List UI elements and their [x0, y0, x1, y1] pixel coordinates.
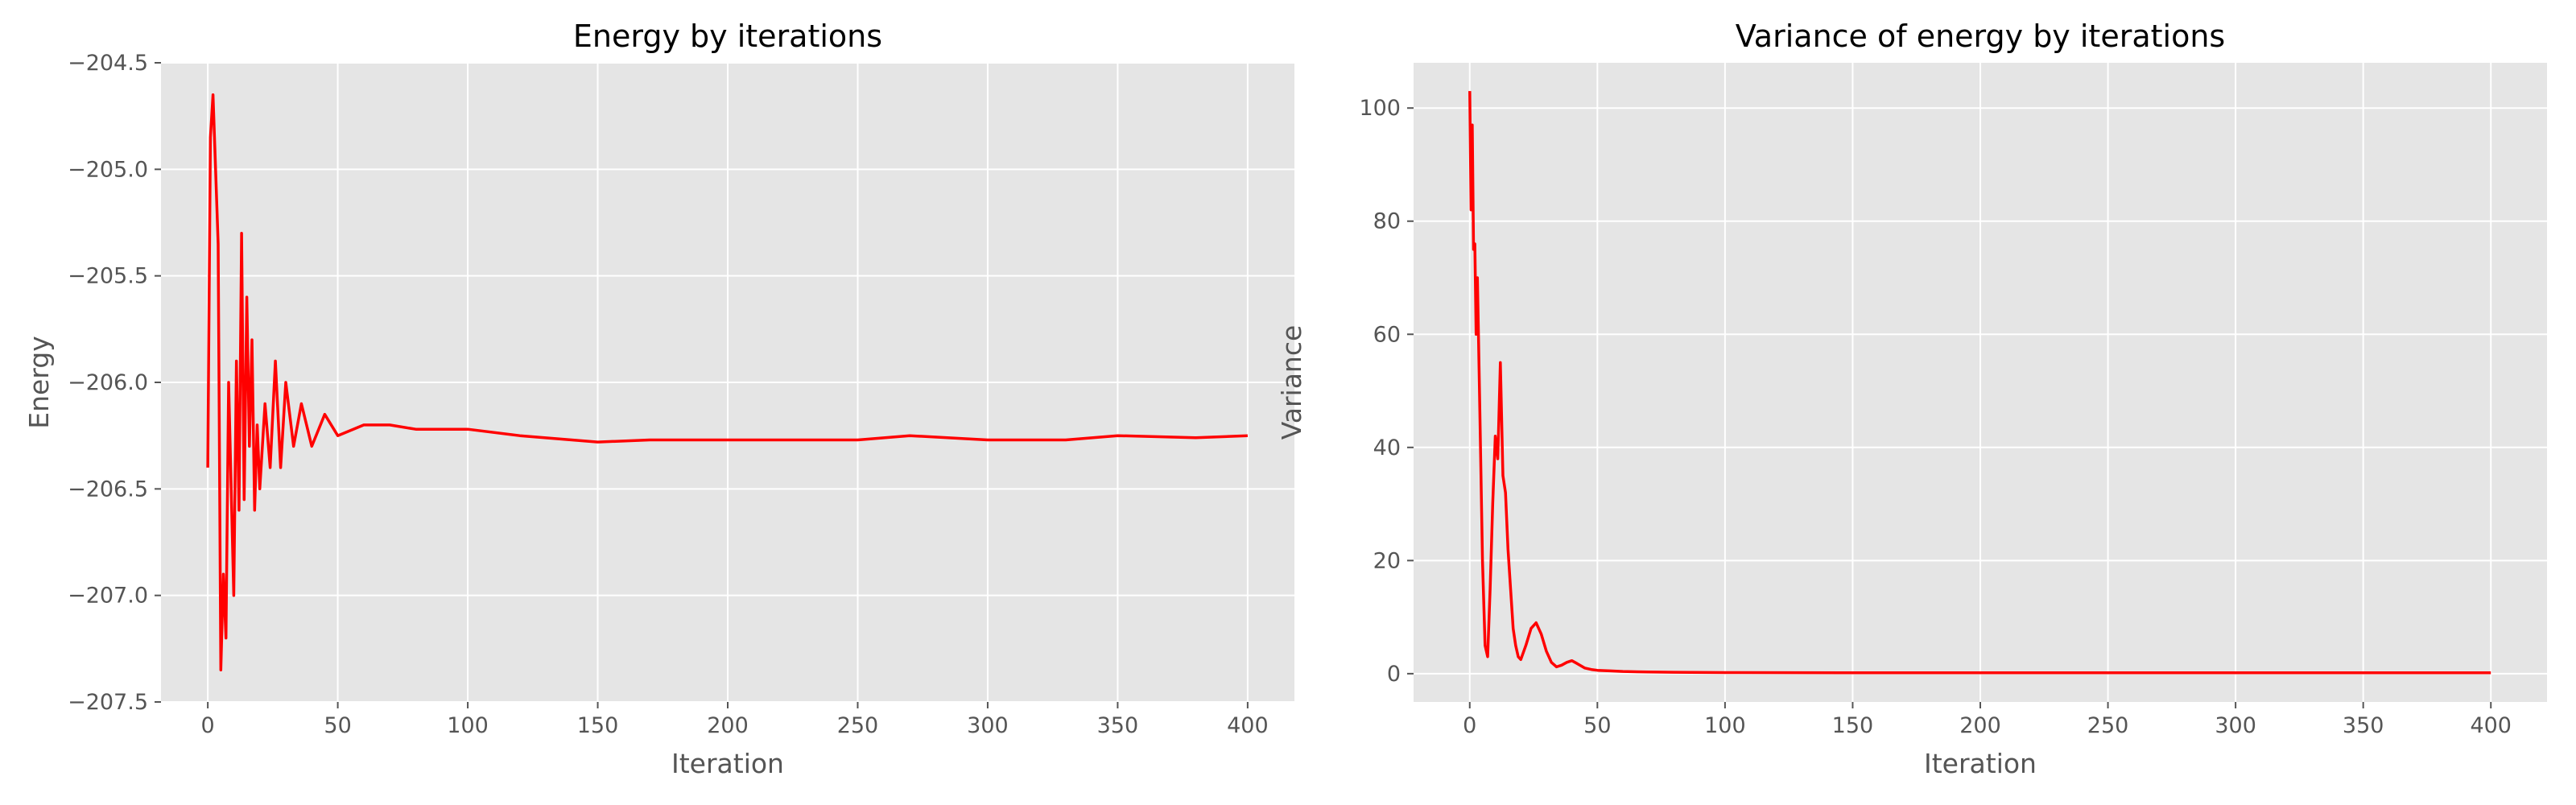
x-tick-label: 250	[2087, 713, 2129, 738]
y-tick-label: −205.5	[68, 264, 148, 289]
y-axis-label: Energy	[23, 336, 55, 429]
y-tick-label: −204.5	[68, 51, 148, 76]
y-tick-label: −207.5	[68, 690, 148, 715]
series-line	[1468, 91, 2491, 675]
series-line	[206, 93, 1248, 672]
chart-title: Variance of energy by iterations	[1736, 19, 2225, 54]
x-tick-label: 100	[447, 713, 489, 738]
x-tick-label: 300	[967, 713, 1009, 738]
variance-chart: Variance of energy by iterations Iterati…	[1276, 19, 2547, 779]
energy-chart: Energy by iterations Iteration Energy 0 5…	[23, 19, 1294, 779]
chart-title: Energy by iterations	[573, 19, 882, 54]
y-tick-label: 60	[1373, 322, 1401, 347]
x-tick-label: 200	[1959, 713, 2001, 738]
grid	[1414, 63, 2547, 702]
x-tick-label: 150	[577, 713, 619, 738]
x-tick-label: 350	[1097, 713, 1139, 738]
y-tick-label: 80	[1373, 209, 1401, 234]
x-tick-label: 150	[1832, 713, 1874, 738]
x-tick-label: 250	[837, 713, 879, 738]
x-tick-label: 0	[1463, 713, 1476, 738]
x-tick-label: 0	[201, 713, 215, 738]
x-tick-label: 50	[1583, 713, 1611, 738]
x-tick-label: 50	[324, 713, 351, 738]
y-axis-label: Variance	[1276, 325, 1307, 440]
y-tick-label: 40	[1373, 436, 1401, 460]
x-tick-label: 350	[2343, 713, 2384, 738]
x-axis-label: Iteration	[1924, 748, 2037, 779]
x-tick-label: 400	[2470, 713, 2512, 738]
y-tick-label: −207.0	[68, 584, 148, 609]
y-tick-label: −206.5	[68, 477, 148, 502]
x-axis-label: Iteration	[671, 748, 784, 779]
x-tick-label: 300	[2215, 713, 2256, 738]
x-tick-label: 100	[1704, 713, 1746, 738]
x-tick-label: 400	[1227, 713, 1269, 738]
x-tick-label: 200	[707, 713, 749, 738]
y-tick-label: 100	[1359, 96, 1401, 121]
y-tick-label: 0	[1387, 662, 1401, 687]
y-tick-label: −205.0	[68, 157, 148, 182]
y-tick-label: −206.0	[68, 370, 148, 395]
y-tick-label: 20	[1373, 548, 1401, 573]
